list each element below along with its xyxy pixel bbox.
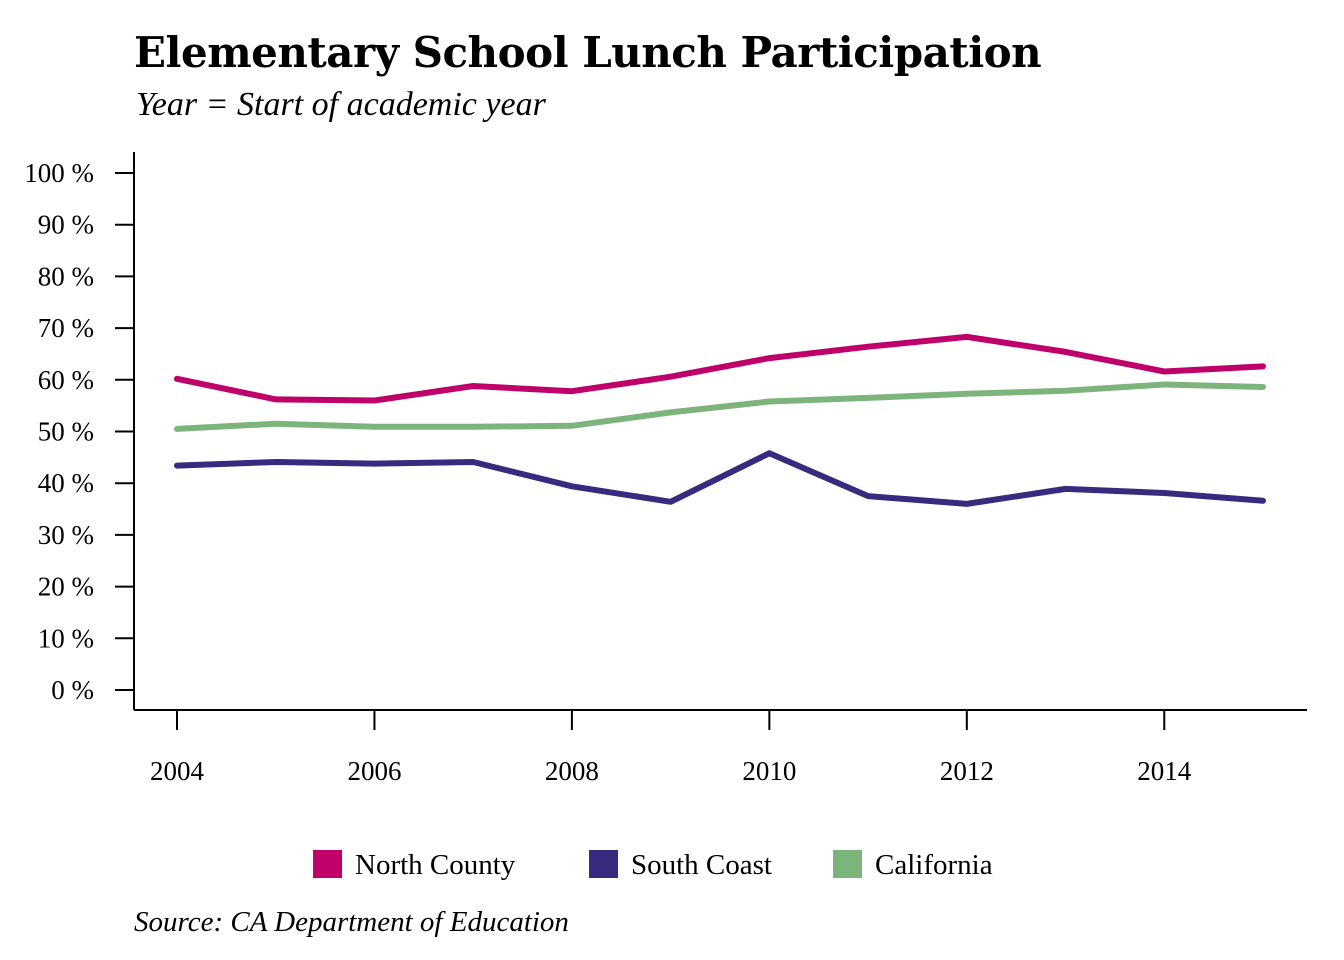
y-tick-label: 50 % — [38, 417, 94, 447]
x-tick-label: 2014 — [1137, 756, 1192, 786]
y-tick-label: 80 % — [38, 261, 94, 291]
y-tick-label: 0 % — [51, 675, 94, 705]
series-lines — [174, 333, 1266, 507]
y-tick-label: 60 % — [38, 365, 94, 395]
x-tick-label: 2012 — [940, 756, 994, 786]
series-line-california — [174, 381, 1266, 432]
legend-swatch-south-coast — [589, 850, 618, 878]
legend-swatch-north-county — [313, 850, 342, 878]
series-line-south-coast — [174, 450, 1266, 507]
chart-title: Elementary School Lunch Participation — [134, 28, 1042, 77]
y-axis-ticks: 0 % 10 % 20 % 30 % 40 % 50 % 60 % 70 % 80 % 90 % 1… — [24, 158, 134, 705]
y-tick-label: 20 % — [38, 572, 94, 602]
x-tick-label: 2008 — [545, 756, 599, 786]
series-line-north-county — [174, 333, 1266, 404]
legend-label-south-coast: South Coast — [631, 849, 772, 881]
legend-label-north-county: North County — [355, 849, 516, 881]
legend-label-california: California — [875, 849, 993, 881]
y-tick-label: 90 % — [38, 210, 94, 240]
y-tick-label: 40 % — [38, 468, 94, 498]
chart-subtitle: Year = Start of academic year — [136, 86, 546, 123]
x-tick-label: 2010 — [742, 756, 796, 786]
source-note: Source: CA Department of Education — [134, 906, 569, 938]
y-tick-label: 30 % — [38, 520, 94, 550]
x-tick-label: 2006 — [347, 756, 401, 786]
x-tick-label: 2004 — [150, 756, 205, 786]
legend: North County South Coast California — [313, 849, 993, 881]
y-tick-label: 10 % — [38, 623, 94, 653]
x-axis-ticks: 2004 2006 2008 2010 2012 2014 — [150, 710, 1192, 786]
legend-swatch-california — [833, 850, 862, 878]
y-tick-label: 100 % — [24, 158, 94, 188]
y-tick-label: 70 % — [38, 313, 94, 343]
